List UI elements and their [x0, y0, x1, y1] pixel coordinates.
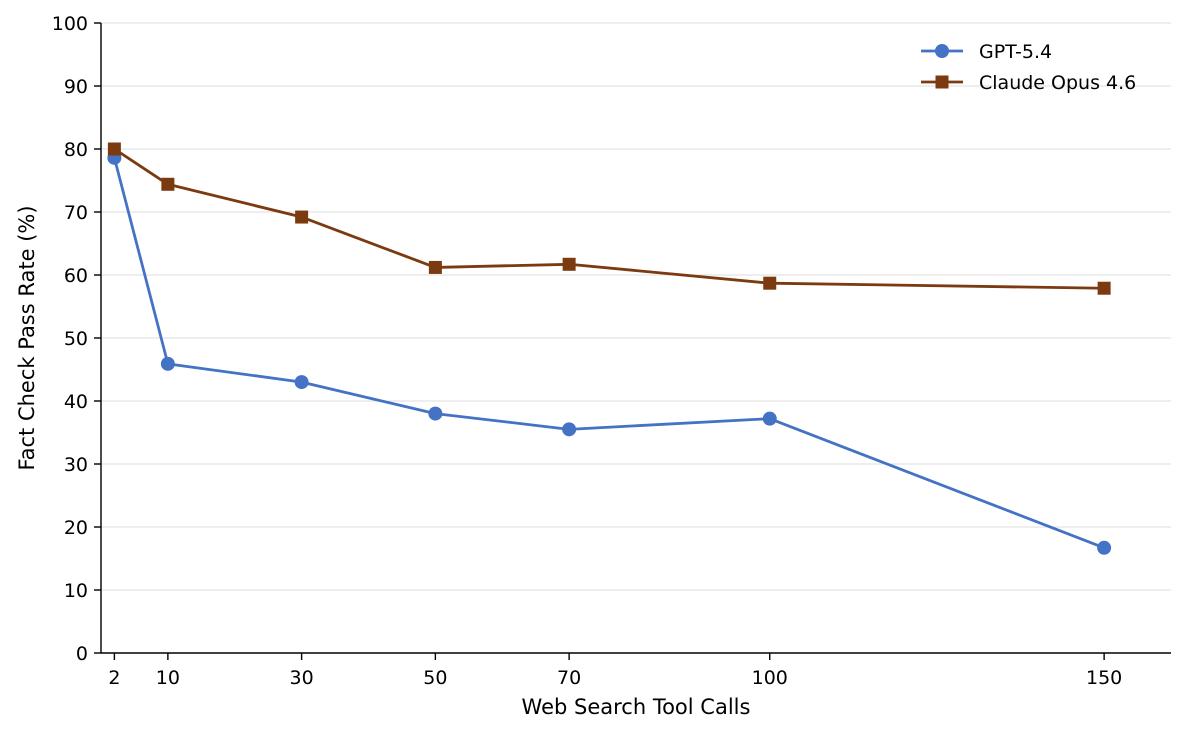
y-tick-label: 20 — [64, 517, 88, 539]
legend-item: Claude Opus 4.6 — [921, 72, 1136, 94]
data-point — [428, 260, 442, 274]
y-axis-label: Fact Check Pass Rate (%) — [15, 205, 39, 470]
x-tick-label: 10 — [156, 667, 180, 689]
data-point — [562, 422, 577, 437]
series-2 — [107, 142, 1111, 295]
x-tick-label: 2 — [108, 667, 120, 689]
y-tick-label: 0 — [76, 643, 88, 665]
legend-item: GPT-5.4 — [921, 41, 1052, 63]
data-point — [107, 142, 121, 156]
series-1 — [107, 150, 1112, 555]
y-ticks: 0 10 20 30 40 50 60 70 80 90 100 — [52, 13, 101, 665]
data-point — [1097, 281, 1111, 295]
series-line — [113, 147, 1105, 290]
y-tick-label: 80 — [64, 139, 88, 161]
data-point — [762, 411, 777, 426]
x-tick-label: 30 — [290, 667, 314, 689]
x-axis-label: Web Search Tool Calls — [522, 695, 751, 719]
grid-lines — [101, 22, 1171, 591]
y-tick-label: 10 — [64, 580, 88, 602]
x-tick-label: 50 — [423, 667, 447, 689]
data-point — [428, 406, 443, 421]
legend-marker — [935, 75, 949, 89]
series-layer — [107, 142, 1112, 555]
data-point — [1097, 540, 1112, 555]
data-point — [562, 257, 576, 271]
y-tick-label: 50 — [64, 328, 88, 350]
x-ticks: 2 10 30 50 70 100 150 — [108, 653, 1122, 689]
data-point — [763, 276, 777, 290]
legend-label: Claude Opus 4.6 — [979, 72, 1136, 94]
legend-marker — [935, 44, 949, 58]
x-tick-label: 150 — [1086, 667, 1122, 689]
data-point — [161, 177, 175, 191]
y-tick-label: 40 — [64, 391, 88, 413]
data-point — [160, 356, 175, 371]
y-tick-label: 30 — [64, 454, 88, 476]
y-tick-label: 70 — [64, 202, 88, 224]
x-tick-label: 100 — [752, 667, 788, 689]
legend: GPT-5.4 Claude Opus 4.6 — [921, 41, 1136, 94]
y-tick-label: 90 — [64, 76, 88, 98]
data-point — [295, 210, 309, 224]
y-tick-label: 100 — [52, 13, 88, 35]
series-line — [113, 157, 1105, 550]
x-tick-label: 70 — [557, 667, 581, 689]
data-point — [294, 375, 309, 390]
y-tick-label: 60 — [64, 265, 88, 287]
legend-label: GPT-5.4 — [979, 41, 1052, 63]
